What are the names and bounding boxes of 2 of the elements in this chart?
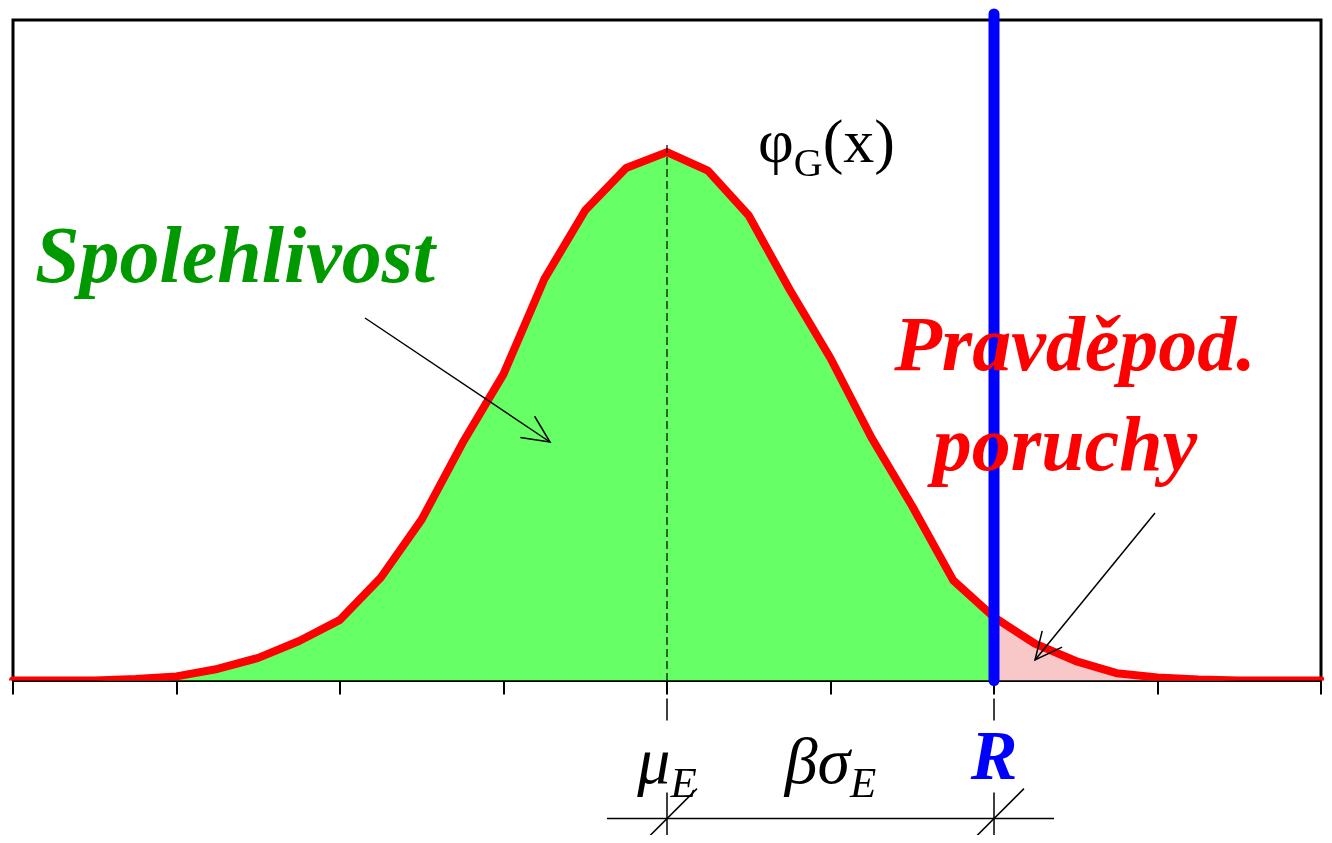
annotation: Spolehlivost bbox=[35, 211, 438, 299]
x-tick-label: R bbox=[969, 716, 1018, 794]
